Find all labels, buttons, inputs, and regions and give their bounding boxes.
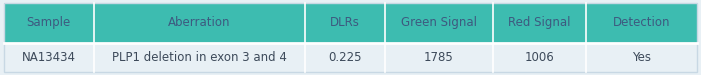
Text: 0.225: 0.225 [329,51,362,64]
Bar [386,43,493,72]
Bar [493,43,587,72]
Bar [306,3,386,43]
Bar [306,43,386,72]
Bar [493,3,587,43]
Text: Red Signal: Red Signal [508,16,571,29]
Text: Detection: Detection [613,16,671,29]
Text: Sample: Sample [27,16,71,29]
Text: NA13434: NA13434 [22,51,76,64]
Text: Yes: Yes [632,51,651,64]
Text: PLP1 deletion in exon 3 and 4: PLP1 deletion in exon 3 and 4 [112,51,287,64]
Bar [587,3,697,43]
Bar [4,43,94,72]
Text: 1785: 1785 [424,51,454,64]
Bar [94,3,306,43]
Text: DLRs: DLRs [330,16,360,29]
Bar [386,3,493,43]
Bar [94,43,306,72]
Text: 1006: 1006 [525,51,554,64]
Bar [4,3,94,43]
Text: Aberration: Aberration [168,16,231,29]
Text: Green Signal: Green Signal [401,16,477,29]
Bar [587,43,697,72]
